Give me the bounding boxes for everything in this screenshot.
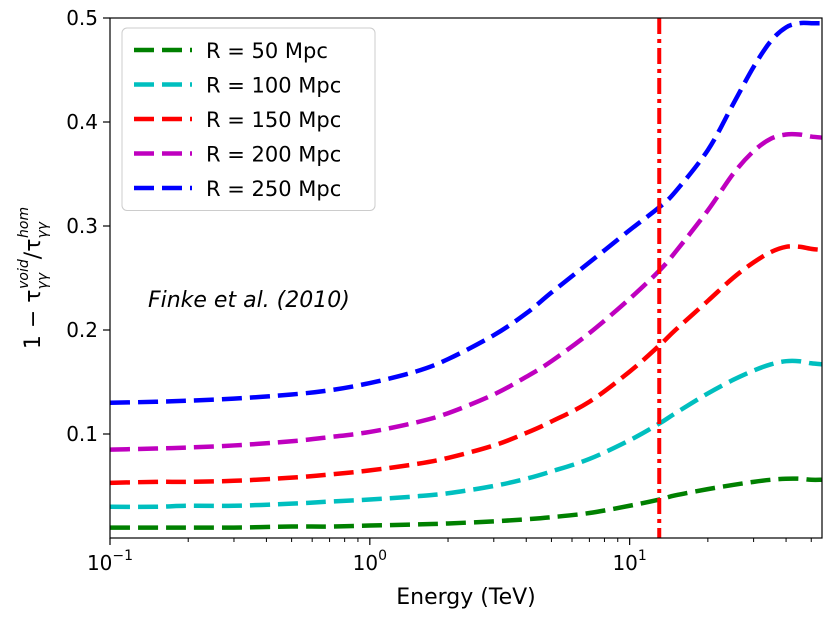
series-line-1 bbox=[110, 476, 822, 530]
series-line-2 bbox=[110, 358, 822, 510]
x-axis-label: Energy (TeV) bbox=[396, 585, 535, 610]
series-line-4 bbox=[110, 131, 822, 452]
legend-label-4: R = 200 Mpc bbox=[206, 143, 341, 167]
legend-label-5: R = 250 Mpc bbox=[206, 177, 341, 201]
legend-label-1: R = 50 Mpc bbox=[206, 39, 328, 63]
series-layer bbox=[110, 20, 822, 530]
y-tick-label: 0.4 bbox=[66, 110, 98, 134]
y-tick-label: 0.2 bbox=[66, 318, 98, 342]
legend-box bbox=[121, 27, 376, 211]
plot-frame bbox=[109, 17, 823, 539]
annotation-text: Finke et al. (2010) bbox=[148, 288, 350, 313]
y-axis-label: 1 − τγγvoid/τγγhom bbox=[16, 207, 51, 349]
x-axis: 10−1 100 101 bbox=[87, 538, 812, 575]
series-line-5 bbox=[110, 20, 822, 406]
legend-label-2: R = 100 Mpc bbox=[206, 74, 341, 98]
legend-label-3: R = 150 Mpc bbox=[206, 108, 341, 132]
x-tick-label: 100 bbox=[353, 548, 387, 575]
legend: R = 50 Mpc R = 100 Mpc R = 150 Mpc R = 200 … bbox=[121, 27, 376, 211]
x-tick-label: 10−1 bbox=[87, 548, 133, 575]
y-tick-label: 0.5 bbox=[66, 6, 98, 30]
series-line-3 bbox=[110, 244, 822, 486]
x-tick-label: 101 bbox=[612, 548, 646, 575]
y-tick-label: 0.3 bbox=[66, 214, 98, 238]
y-tick-label: 0.1 bbox=[66, 422, 98, 446]
y-axis: 0.1 0.2 0.3 0.4 0.5 bbox=[66, 6, 110, 446]
